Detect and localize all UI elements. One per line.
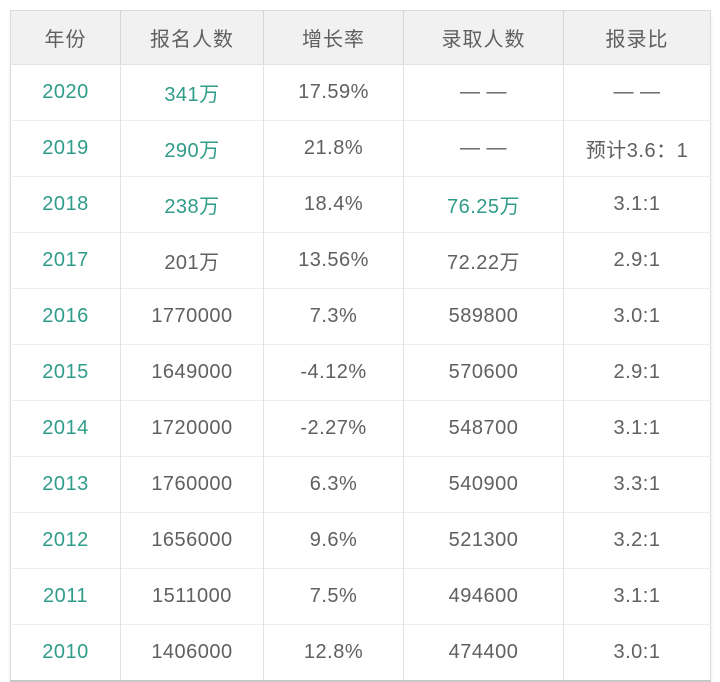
table-row: 2014 1720000 -2.27% 548700 3.1:1 [10, 400, 711, 457]
admissions-table-container: 年份 报名人数 增长率 录取人数 报录比 2020 341万 17.59% — — — … [10, 10, 711, 682]
column-header-year: 年份 [10, 10, 121, 65]
cell-ratio: 3.2:1 [563, 512, 711, 569]
cell-applicants: 201万 [120, 232, 264, 289]
table-row: 2012 1656000 9.6% 521300 3.2:1 [10, 512, 711, 569]
cell-applicants: 1649000 [120, 344, 264, 401]
cell-growth-rate: 7.5% [263, 568, 404, 625]
table-row: 2019 290万 21.8% — — 预计3.6：1 [10, 120, 711, 177]
cell-year: 2014 [10, 400, 121, 457]
column-header-growth-rate: 增长率 [263, 10, 404, 65]
cell-applicants: 341万 [120, 64, 264, 121]
cell-ratio: 2.9:1 [563, 344, 711, 401]
cell-admitted: 494600 [403, 568, 564, 625]
cell-ratio: 3.1:1 [563, 400, 711, 457]
cell-ratio: 预计3.6：1 [563, 120, 711, 177]
cell-ratio: 3.0:1 [563, 288, 711, 345]
cell-applicants: 1760000 [120, 456, 264, 513]
cell-applicants: 290万 [120, 120, 264, 177]
cell-admitted: — — [403, 64, 564, 121]
table-row: 2017 201万 13.56% 72.22万 2.9:1 [10, 232, 711, 289]
cell-growth-rate: -4.12% [263, 344, 404, 401]
cell-ratio: 2.9:1 [563, 232, 711, 289]
cell-admitted: 521300 [403, 512, 564, 569]
cell-growth-rate: 6.3% [263, 456, 404, 513]
table-row: 2016 1770000 7.3% 589800 3.0:1 [10, 288, 711, 345]
cell-growth-rate: 7.3% [263, 288, 404, 345]
cell-growth-rate: 12.8% [263, 624, 404, 681]
cell-year: 2016 [10, 288, 121, 345]
cell-applicants: 1406000 [120, 624, 264, 681]
cell-admitted: 570600 [403, 344, 564, 401]
table-row: 2020 341万 17.59% — — — — [10, 64, 711, 121]
header-row: 年份 报名人数 增长率 录取人数 报录比 [10, 10, 711, 65]
cell-year: 2013 [10, 456, 121, 513]
admissions-table: 年份 报名人数 增长率 录取人数 报录比 2020 341万 17.59% — — — … [10, 10, 711, 682]
column-header-admitted: 录取人数 [403, 10, 564, 65]
cell-year: 2012 [10, 512, 121, 569]
cell-ratio: 3.3:1 [563, 456, 711, 513]
cell-admitted: 540900 [403, 456, 564, 513]
cell-applicants: 1511000 [120, 568, 264, 625]
cell-ratio: — — [563, 64, 711, 121]
cell-ratio: 3.1:1 [563, 568, 711, 625]
cell-admitted: 72.22万 [403, 232, 564, 289]
cell-year: 2010 [10, 624, 121, 681]
cell-year: 2015 [10, 344, 121, 401]
cell-growth-rate: 13.56% [263, 232, 404, 289]
table-row: 2013 1760000 6.3% 540900 3.3:1 [10, 456, 711, 513]
cell-year: 2019 [10, 120, 121, 177]
cell-admitted: 76.25万 [403, 176, 564, 233]
cell-year: 2018 [10, 176, 121, 233]
cell-ratio: 3.0:1 [563, 624, 711, 681]
cell-growth-rate: 9.6% [263, 512, 404, 569]
table-row: 2010 1406000 12.8% 474400 3.0:1 [10, 624, 711, 681]
cell-year: 2011 [10, 568, 121, 625]
cell-ratio: 3.1:1 [563, 176, 711, 233]
cell-admitted: — — [403, 120, 564, 177]
column-header-applicants: 报名人数 [120, 10, 264, 65]
table-row: 2011 1511000 7.5% 494600 3.1:1 [10, 568, 711, 625]
cell-admitted: 474400 [403, 624, 564, 681]
cell-growth-rate: 17.59% [263, 64, 404, 121]
table-row: 2015 1649000 -4.12% 570600 2.9:1 [10, 344, 711, 401]
cell-applicants: 1770000 [120, 288, 264, 345]
cell-growth-rate: 18.4% [263, 176, 404, 233]
cell-applicants: 238万 [120, 176, 264, 233]
cell-growth-rate: -2.27% [263, 400, 404, 457]
column-header-ratio: 报录比 [563, 10, 711, 65]
cell-admitted: 548700 [403, 400, 564, 457]
cell-applicants: 1720000 [120, 400, 264, 457]
table-row: 2018 238万 18.4% 76.25万 3.1:1 [10, 176, 711, 233]
cell-applicants: 1656000 [120, 512, 264, 569]
cell-admitted: 589800 [403, 288, 564, 345]
table-body: 2020 341万 17.59% — — — —2019 290万 21.8% — — 预计3.… [10, 64, 711, 681]
cell-year: 2017 [10, 232, 121, 289]
cell-year: 2020 [10, 64, 121, 121]
cell-growth-rate: 21.8% [263, 120, 404, 177]
table-header: 年份 报名人数 增长率 录取人数 报录比 [10, 10, 711, 65]
